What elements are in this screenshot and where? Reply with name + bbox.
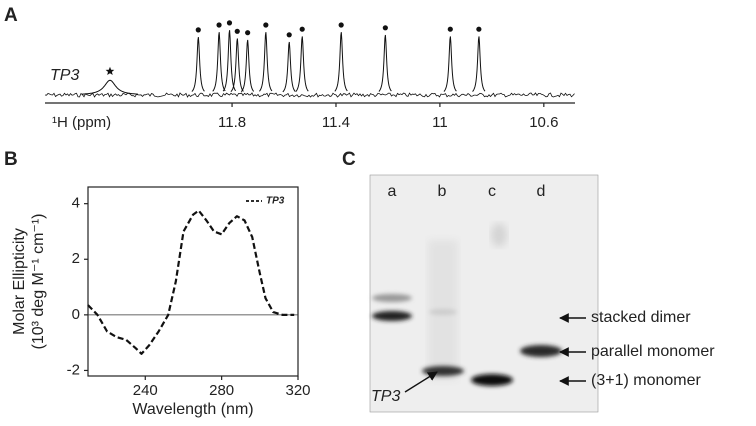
gel-band bbox=[471, 374, 513, 386]
peak bbox=[222, 30, 237, 92]
plot-frame bbox=[87, 186, 299, 377]
gel-band bbox=[429, 309, 457, 315]
x-axis-label: Wavelength (nm) bbox=[132, 401, 253, 418]
peak bbox=[259, 32, 273, 92]
peak bbox=[240, 39, 255, 93]
peak bbox=[378, 34, 392, 92]
y-tick-label: 2 bbox=[72, 250, 80, 267]
gel-band bbox=[422, 366, 464, 376]
peak bbox=[472, 36, 486, 92]
peak-marker bbox=[286, 32, 292, 38]
peak-marker bbox=[245, 30, 251, 36]
band-label: parallel monomer bbox=[591, 343, 715, 360]
y-tick-label: -2 bbox=[67, 361, 80, 378]
peak-marker bbox=[338, 22, 344, 28]
x-tick-label: 10.6 bbox=[529, 114, 558, 131]
band-label: (3+1) monomer bbox=[591, 372, 701, 389]
legend-label: TP3 bbox=[266, 196, 285, 207]
x-tick-label: 11.8 bbox=[218, 114, 246, 131]
peak-marker bbox=[105, 66, 115, 75]
y-tick-label: 4 bbox=[72, 195, 80, 212]
peak-marker bbox=[234, 28, 240, 34]
peak bbox=[282, 41, 296, 93]
arrow bbox=[404, 371, 438, 393]
x-tick-label: 11.4 bbox=[322, 114, 350, 131]
peak bbox=[212, 32, 226, 92]
gel-spot bbox=[491, 223, 507, 247]
sample-label: TP3 bbox=[50, 67, 79, 84]
x-axis-label: ¹H (ppm) bbox=[52, 114, 111, 131]
lane-label: a bbox=[388, 183, 397, 200]
sample-label: TP3 bbox=[371, 388, 400, 405]
baseline bbox=[44, 92, 575, 98]
peak-marker bbox=[226, 20, 233, 26]
peak-marker bbox=[195, 27, 201, 33]
y-tick-label: 0 bbox=[72, 306, 80, 323]
lane-label: b bbox=[438, 183, 447, 200]
gel-band bbox=[372, 311, 412, 321]
lane-label: c bbox=[488, 183, 496, 200]
gel-band bbox=[520, 345, 562, 357]
panel-a: 11.8 11.4 11 10.6 ¹H (ppm) TP3 bbox=[44, 20, 575, 131]
peak bbox=[295, 36, 309, 92]
x-tick-label: 280 bbox=[209, 382, 234, 399]
peak-marker bbox=[476, 26, 482, 32]
lane-label: d bbox=[537, 183, 546, 200]
x-tick-label: 240 bbox=[133, 382, 158, 399]
peak-marker bbox=[299, 26, 305, 32]
gel bbox=[369, 174, 599, 413]
x-tick-label: 320 bbox=[285, 382, 310, 399]
x-tick-label: 11 bbox=[432, 114, 448, 131]
y-axis-label: (10³ deg M⁻¹ cm⁻¹) bbox=[30, 213, 47, 349]
panel-label: A bbox=[4, 5, 18, 26]
panel-label: B bbox=[4, 149, 18, 170]
panel-b: -2 0 2 4 240 280 320 Wavelength (nm) Molar Ellip… bbox=[11, 186, 311, 418]
data-line bbox=[87, 209, 295, 355]
band-label: stacked dimer bbox=[591, 309, 691, 326]
peak-marker bbox=[382, 25, 388, 31]
peak bbox=[82, 79, 138, 95]
peak-marker bbox=[263, 22, 269, 28]
gel-band bbox=[372, 294, 412, 302]
panel-c: a b c d stacked dimer parallel monomer (… bbox=[369, 174, 715, 413]
peak bbox=[443, 36, 457, 92]
peak-marker bbox=[216, 22, 222, 28]
y-axis-label: Molar Ellipticity bbox=[11, 228, 28, 335]
peak bbox=[334, 32, 348, 92]
peak bbox=[191, 37, 205, 92]
panel-label: C bbox=[342, 149, 356, 170]
peak bbox=[230, 38, 244, 93]
peak-marker bbox=[447, 26, 453, 32]
